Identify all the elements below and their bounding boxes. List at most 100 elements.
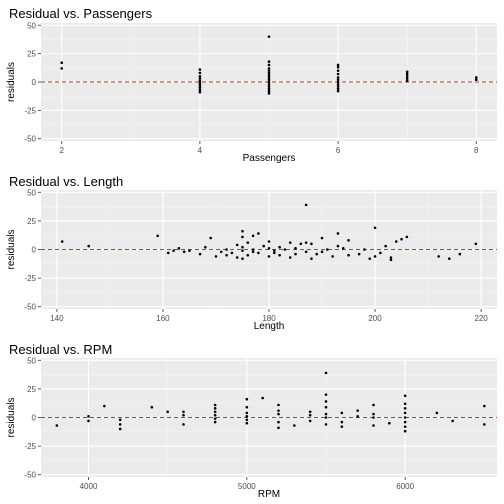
residual-point [308,410,312,414]
residual-point [277,403,280,407]
residual-point [213,410,217,414]
residual-point [324,416,328,419]
residual-point [177,247,181,250]
residual-point [483,423,486,426]
y-tick-label: 50 [27,188,36,197]
residual-point [336,87,340,91]
residual-point [118,427,122,431]
residual-point [304,241,308,244]
residual-point [245,418,249,422]
residual-point [336,69,340,72]
residual-point [60,61,64,65]
residual-point [308,419,312,423]
residual-point [451,419,454,423]
residual-point [273,251,276,255]
residual-point [293,424,296,427]
residual-point [219,250,223,254]
residual-point [213,417,217,420]
residual-point [245,421,249,425]
residual-point [403,394,407,398]
residual-point [213,407,217,410]
x-tick-label: 200 [368,314,382,323]
residual-point [340,411,344,415]
residual-point [60,240,64,243]
residual-point [363,248,366,251]
residual-point [288,241,292,244]
residual-point [277,426,280,430]
residual-point [336,72,340,76]
residual-point [315,252,319,256]
residual-point [324,393,328,396]
residual-point [304,203,308,207]
residual-point [245,397,249,401]
residual-point [182,413,185,417]
residual-point [257,251,260,255]
residual-point [87,419,90,423]
residual-point [156,234,159,238]
residual-point [267,255,271,258]
residual-point [288,256,292,259]
y-tick-label: 25 [27,50,36,59]
residual-point [241,257,244,260]
y-tick-label: 25 [27,217,36,226]
residual-point [267,80,271,84]
x-tick-label: 2 [60,146,65,155]
residual-point [405,72,409,76]
residual-point [198,68,202,71]
residual-point [373,255,377,258]
residual-point [405,235,409,239]
residual-point [347,239,350,242]
x-axis-label: Length [254,321,285,332]
residual-point [372,403,375,407]
residual-point [277,412,280,416]
residual-point [198,77,202,80]
residual-point [262,244,265,248]
residual-point [182,250,186,254]
residual-point [324,400,328,403]
residual-point [261,396,264,400]
residual-point [267,35,271,38]
y-tick-label: -25 [24,442,36,451]
residual-point [357,252,361,256]
residual-point [150,405,154,409]
residual-point [246,253,250,257]
residual-point [267,92,271,95]
residual-point [336,80,340,84]
residual-point [336,78,340,82]
residual-point [310,257,313,260]
residual-point [182,410,185,414]
residual-point [379,251,382,255]
residual-point [372,416,375,419]
residual-point [356,409,359,412]
residual-point [405,77,409,80]
x-tick-label: 160 [156,314,170,323]
residual-point [277,420,280,424]
residual-point [87,415,90,418]
residual-point [204,245,207,249]
residual-point [403,407,407,410]
residual-point [341,247,345,250]
chart-title: Residual vs. RPM [9,342,112,357]
residual-point [336,244,340,248]
residual-point [435,411,439,415]
y-tick-label: -50 [24,471,36,480]
residual-point [267,85,271,88]
residual-point [267,247,271,250]
residual-point [198,90,202,94]
residual-point [389,258,393,262]
residual-point [347,253,350,257]
residual-point [278,253,281,257]
residual-point [474,76,478,79]
residual-point [267,78,271,82]
residual-point [340,420,344,424]
residual-point [437,255,440,258]
x-tick-label: 140 [50,314,64,323]
residual-point [60,67,64,70]
residual-point [213,420,217,424]
residual-point [483,404,486,408]
y-tick-label: 0 [32,78,37,87]
residual-point [198,75,202,78]
residual-point [294,247,297,250]
residual-point [198,86,202,89]
residual-point [283,248,287,251]
